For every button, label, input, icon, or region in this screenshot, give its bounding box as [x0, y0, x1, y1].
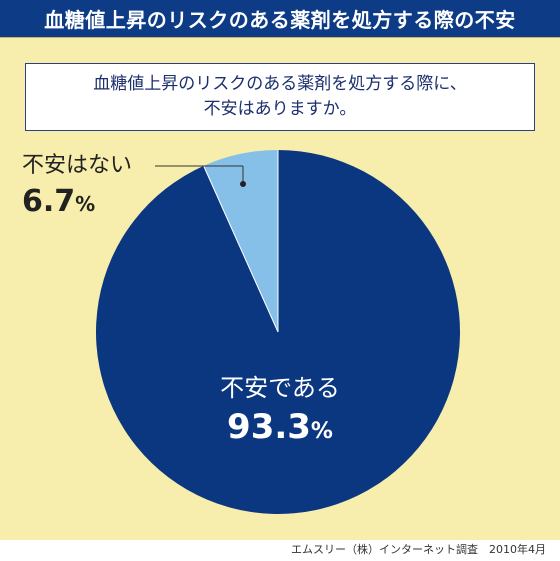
title-bar: 血糖値上昇のリスクのある薬剤を処方する際の不安: [0, 0, 560, 37]
slice-value-anxious-unit: %: [311, 419, 333, 444]
slice-label-anxious: 不安である: [220, 374, 340, 402]
leader-dot: [240, 181, 246, 187]
slice-label-no-anxiety: 不安はない: [22, 153, 132, 178]
pie-slices: [96, 150, 461, 514]
question-line-2: 不安はありますか。: [203, 99, 357, 119]
slice-value-anxious-number: 93.3: [227, 407, 311, 447]
question-line-1: 血糖値上昇のリスクのある薬剤を処方する際に、: [93, 74, 467, 94]
slice-value-no-anxiety: 6.7%: [22, 184, 95, 219]
source-note: エムスリー（株）インターネット調査 2010年4月: [291, 543, 546, 556]
slice-value-no-anxiety-unit: %: [75, 192, 95, 216]
pie-slice-no-anxiety: [203, 150, 278, 332]
slice-value-anxious: 93.3%: [227, 407, 333, 447]
chart-title: 血糖値上昇のリスクのある薬剤を処方する際の不安: [44, 8, 516, 32]
slice-value-no-anxiety-number: 6.7: [22, 184, 75, 219]
pie-divider-1: [203, 165, 279, 333]
question-box: 血糖値上昇のリスクのある薬剤を処方する際に、 不安はありますか。: [25, 63, 535, 131]
